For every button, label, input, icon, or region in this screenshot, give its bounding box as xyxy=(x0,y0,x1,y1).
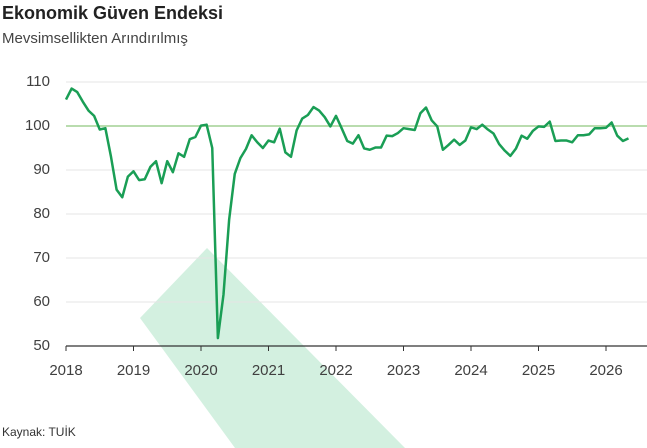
x-tick-label: 2019 xyxy=(117,362,150,379)
y-tick-label: 70 xyxy=(33,249,50,266)
y-tick-label: 80 xyxy=(33,205,50,222)
x-tick-label: 2026 xyxy=(589,362,622,379)
chart-title: Ekonomik Güven Endeksi xyxy=(2,3,223,23)
x-tick-label: 2025 xyxy=(522,362,555,379)
x-tick-label: 2024 xyxy=(454,362,487,379)
source: Kaynak: TUİK xyxy=(2,425,76,439)
plot: 50 60 70 80 90 100 110 2018 2019 2020 2021 2022 2023… xyxy=(25,73,647,379)
x-tick-label: 2022 xyxy=(319,362,352,379)
x-tick-label: 2023 xyxy=(387,362,420,379)
y-tick-label: 110 xyxy=(26,73,50,90)
y-tick-label: 50 xyxy=(33,337,50,354)
decoration xyxy=(140,248,405,448)
x-tick-label: 2020 xyxy=(184,362,217,379)
y-tick-label: 60 xyxy=(33,293,50,310)
chart: Ekonomik Güven Endeksi Mevsimsellikten A… xyxy=(0,0,647,448)
y-tick-label: 90 xyxy=(33,161,50,178)
x-tick-label: 2021 xyxy=(252,362,285,379)
chart-subtitle: Mevsimsellikten Arındırılmış xyxy=(2,30,188,47)
x-tick-label: 2018 xyxy=(49,362,82,379)
y-tick-label: 100 xyxy=(25,117,50,134)
